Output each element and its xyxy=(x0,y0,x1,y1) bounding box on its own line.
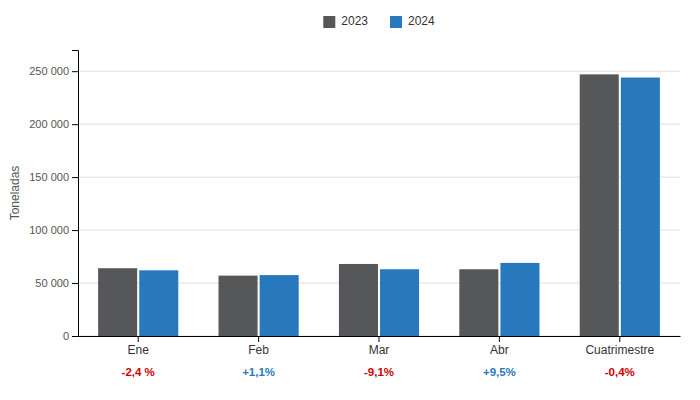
bar xyxy=(219,276,258,336)
x-tick: Cuatrimestre xyxy=(585,336,654,357)
x-tick-label: Cuatrimestre xyxy=(585,343,654,357)
variation-label: +9,5% xyxy=(483,366,516,378)
y-tick-mark xyxy=(72,336,78,337)
bar xyxy=(580,74,619,336)
annotations: -2,4 % +1,1% -9,1% +9,5% -0,4% xyxy=(122,366,635,378)
x-tick-mark xyxy=(138,336,139,342)
x-tick-mark xyxy=(258,336,259,342)
bar-series xyxy=(98,74,619,336)
x-tick-mark xyxy=(499,336,500,342)
legend: 2023 2024 xyxy=(323,14,435,28)
bar xyxy=(380,269,419,336)
y-tick-label: 250 000 xyxy=(29,65,69,77)
bar xyxy=(139,270,178,336)
x-tick-mark xyxy=(379,336,380,342)
x-tick: Abr xyxy=(490,336,509,357)
variation-label: +1,1% xyxy=(242,366,275,378)
y-tick-mark xyxy=(72,124,78,125)
y-tick-label: 200 000 xyxy=(29,118,69,130)
y-tick: 200 000 xyxy=(29,118,78,130)
grid xyxy=(78,71,680,336)
y-axis-line xyxy=(72,51,79,337)
legend-swatch xyxy=(390,16,402,28)
x-tick-label: Abr xyxy=(490,343,509,357)
bar xyxy=(98,268,137,336)
y-tick-mark xyxy=(72,230,78,231)
y-tick-mark xyxy=(72,283,78,284)
chart: 0 50 000 100 000 150 000 200 000 250 000 Ene Fe… xyxy=(0,0,700,400)
y-tick-label: 0 xyxy=(63,330,69,342)
x-tick: Mar xyxy=(369,336,390,357)
x-tick-label: Mar xyxy=(369,343,390,357)
plot: 0 50 000 100 000 150 000 200 000 250 000 Ene Fe… xyxy=(29,51,680,379)
y-tick-mark xyxy=(72,71,78,72)
y-tick: 50 000 xyxy=(35,277,78,289)
x-tick: Ene xyxy=(128,336,150,357)
bar xyxy=(621,78,660,336)
y-axis: 0 50 000 100 000 150 000 200 000 250 000 xyxy=(29,51,78,343)
bar xyxy=(260,275,299,336)
variation-label: -0,4% xyxy=(605,366,635,378)
y-tick: 250 000 xyxy=(29,65,78,77)
x-tick-label: Feb xyxy=(248,343,269,357)
y-tick-mark xyxy=(72,177,78,178)
legend-swatch xyxy=(323,16,335,28)
y-tick: 150 000 xyxy=(29,171,78,183)
y-tick-label: 50 000 xyxy=(35,277,69,289)
bar xyxy=(459,269,498,336)
bar-series xyxy=(139,78,660,336)
bars xyxy=(98,74,660,336)
grid-line xyxy=(78,71,680,72)
legend-label: 2023 xyxy=(341,14,368,28)
legend-item: 2024 xyxy=(390,14,435,28)
variation-label: -2,4 % xyxy=(122,366,155,378)
variation-label: -9,1% xyxy=(364,366,394,378)
x-tick-label: Ene xyxy=(128,343,150,357)
y-tick-label: 150 000 xyxy=(29,171,69,183)
y-tick: 0 xyxy=(63,330,78,342)
x-tick: Feb xyxy=(248,336,269,357)
x-axis: Ene Feb Mar Abr Cuatrimestre xyxy=(79,336,681,357)
legend-label: 2024 xyxy=(408,14,435,28)
bar xyxy=(500,263,539,336)
y-axis-title: Toneladas xyxy=(8,166,22,221)
y-tick-label: 100 000 xyxy=(29,224,69,236)
legend-item: 2023 xyxy=(323,14,368,28)
bar xyxy=(339,264,378,336)
y-tick: 100 000 xyxy=(29,224,78,236)
x-tick-mark xyxy=(619,336,620,342)
